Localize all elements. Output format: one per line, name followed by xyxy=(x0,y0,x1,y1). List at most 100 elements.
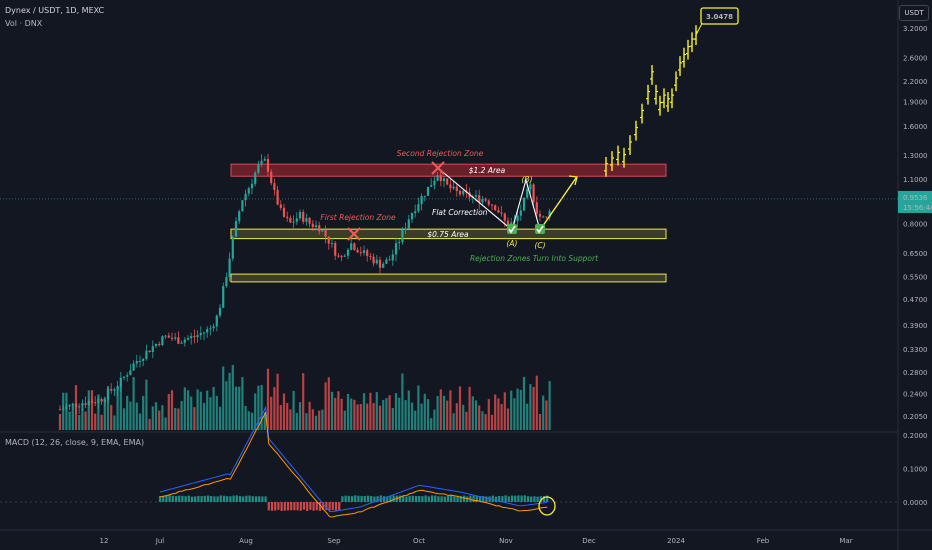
candle-body xyxy=(311,223,314,227)
macd-histogram-bar xyxy=(194,496,197,502)
first-rejection-x-icon xyxy=(347,227,361,241)
candle-body xyxy=(548,211,551,218)
projection-bars xyxy=(604,25,698,177)
zone-1-2-area xyxy=(230,163,667,177)
macd-histogram-bar xyxy=(312,502,315,511)
candle-body xyxy=(340,255,343,257)
macd-histogram-bar xyxy=(542,496,546,502)
volume-bar xyxy=(503,392,506,430)
candle-body xyxy=(398,242,401,244)
candle-body xyxy=(458,190,462,195)
volume-bar xyxy=(225,381,228,430)
macd-histogram-bar xyxy=(485,496,488,502)
volume-bar xyxy=(142,395,145,430)
price-tick-label: 1.1000 xyxy=(903,176,928,184)
macd-histogram-bar xyxy=(290,502,293,511)
macd-histogram-bar xyxy=(523,495,526,502)
candle-body xyxy=(404,228,407,230)
price-tick-label: 0.8000 xyxy=(903,221,928,229)
macd-cross-highlight xyxy=(538,496,556,516)
macd-histogram-bar xyxy=(216,496,219,502)
volume-bar xyxy=(455,403,458,430)
current-price-box xyxy=(898,190,932,213)
wave-c-label: (C) xyxy=(534,241,545,250)
volume-bar xyxy=(474,400,478,430)
currency-button[interactable]: USDT xyxy=(899,5,929,21)
volume-bar xyxy=(430,418,433,430)
candle-body xyxy=(234,221,238,237)
volume-bar xyxy=(522,376,526,430)
macd-histogram-bar xyxy=(507,496,510,502)
macd-indicator-label[interactable]: MACD (12, 26, close, 9, EMA, EMA) xyxy=(5,438,145,447)
macd-tick-label: 0.0000 xyxy=(903,499,928,507)
volume-bar xyxy=(471,396,474,430)
candle-body xyxy=(164,335,167,337)
candle-body xyxy=(94,402,97,404)
volume-bar xyxy=(516,388,519,430)
candle-body xyxy=(238,211,241,222)
volume-bar xyxy=(71,404,74,430)
candle-body xyxy=(388,259,391,261)
volume-bar xyxy=(500,404,503,430)
volume-bar xyxy=(340,398,343,430)
wave-a-label: (A) xyxy=(507,239,518,248)
candle-body xyxy=(503,213,506,221)
macd-histogram-bar xyxy=(366,495,370,502)
macd-histogram-bar xyxy=(302,502,306,510)
time-axis-label: Nov xyxy=(499,537,513,545)
macd-histogram-bar xyxy=(411,495,414,502)
macd-histogram-bar xyxy=(165,495,168,502)
volume-bar xyxy=(222,366,225,430)
volume-bar xyxy=(145,379,148,430)
volume-bar xyxy=(324,382,327,430)
candle-body xyxy=(423,195,426,197)
macd-histogram-bar xyxy=(350,496,354,502)
candle-body xyxy=(257,164,260,173)
volume-bar xyxy=(241,377,244,430)
candle-body xyxy=(276,189,279,205)
candle-body xyxy=(196,335,199,338)
volume-indicator-label[interactable]: Vol · DNX xyxy=(5,19,43,28)
symbol-title[interactable]: Dynex / USDT, 1D, MEXC xyxy=(5,6,105,15)
second-rejection-x-icon xyxy=(431,161,445,175)
volume-bar xyxy=(305,413,308,430)
volume-bar xyxy=(401,373,404,430)
volume-bar xyxy=(334,397,337,430)
candle-body xyxy=(154,343,158,347)
macd-histogram-bar xyxy=(482,496,485,502)
volume-bar xyxy=(538,413,542,430)
volume-bar xyxy=(436,396,439,430)
candle-body xyxy=(442,178,446,182)
volume-bar xyxy=(282,393,286,430)
volume-bar xyxy=(135,402,138,430)
projection-arrowhead xyxy=(568,175,578,186)
candle-body xyxy=(430,185,433,187)
macd-histogram-bar xyxy=(245,495,248,502)
macd-histogram-bar xyxy=(475,495,478,502)
macd-histogram-bar xyxy=(414,495,418,502)
candle-body xyxy=(487,200,490,205)
volume-bar xyxy=(279,405,282,430)
macd-histogram-bar xyxy=(306,502,309,511)
macd-histogram-bar xyxy=(357,495,360,502)
volume-bar xyxy=(218,406,222,430)
volume-bar xyxy=(97,394,100,430)
candle-body xyxy=(500,212,503,214)
volume-bar xyxy=(90,390,94,430)
volume-bar xyxy=(138,413,142,430)
time-axis-label: Dec xyxy=(582,537,596,545)
candle-body xyxy=(289,218,292,223)
volume-bar xyxy=(308,401,311,430)
candle-body xyxy=(324,229,327,237)
candle-body xyxy=(206,328,209,333)
candle-body xyxy=(436,175,439,181)
candle-body xyxy=(420,196,423,205)
candle-series xyxy=(58,154,551,430)
macd-histogram-bar xyxy=(392,495,395,502)
candle-body xyxy=(334,243,337,256)
macd-histogram-bar xyxy=(398,495,402,502)
candle-body xyxy=(346,249,350,256)
volume-bar xyxy=(186,390,190,430)
volume-bar xyxy=(78,414,81,430)
